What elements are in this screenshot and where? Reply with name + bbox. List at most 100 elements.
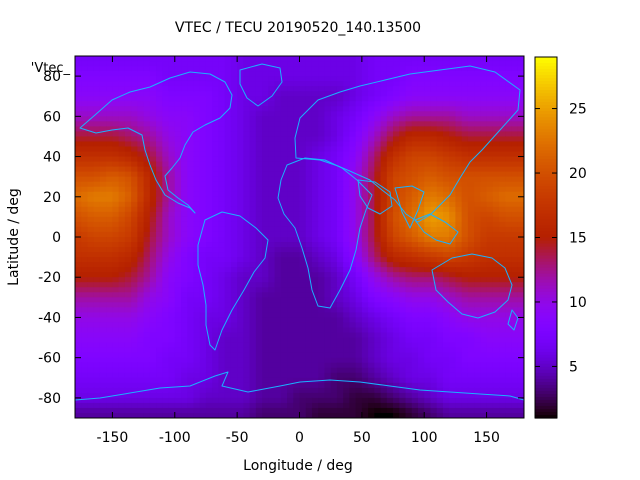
heatmap-cell [386, 166, 394, 173]
heatmap-cell [143, 171, 151, 178]
heatmap-cell [455, 357, 463, 364]
heatmap-cell [137, 277, 145, 283]
heatmap-cell [305, 347, 313, 354]
heatmap-cell [449, 252, 457, 258]
heatmap-cell [374, 201, 382, 208]
heatmap-cell [343, 106, 350, 112]
heatmap-cell [486, 377, 494, 384]
heatmap-cell [268, 221, 276, 228]
heatmap-cell [355, 146, 363, 153]
heatmap-cell [436, 121, 444, 127]
heatmap-cell [268, 397, 276, 404]
heatmap-cell [449, 247, 457, 253]
heatmap-cell [311, 86, 319, 92]
heatmap-cell [461, 206, 469, 213]
heatmap-cell [311, 267, 319, 273]
heatmap-cell [224, 71, 232, 77]
heatmap-cell [187, 146, 195, 153]
heatmap-cell [230, 66, 238, 72]
heatmap-cell [486, 392, 494, 399]
heatmap-cell [249, 181, 257, 188]
heatmap-cell [442, 292, 450, 298]
heatmap-cell [349, 111, 357, 117]
heatmap-cell [411, 237, 419, 243]
heatmap-cell [417, 247, 425, 253]
heatmap-cell [411, 242, 419, 248]
heatmap-cell [517, 342, 524, 349]
heatmap-cell [336, 106, 344, 112]
heatmap-cell [430, 161, 438, 168]
heatmap-cell [480, 136, 488, 143]
heatmap-cell [193, 76, 201, 82]
heatmap-cell [156, 96, 163, 102]
heatmap-cell [499, 86, 506, 92]
heatmap-cell [118, 252, 126, 258]
heatmap-cell [199, 186, 207, 193]
heatmap-cell [162, 382, 170, 389]
heatmap-cell [149, 91, 157, 97]
heatmap-cell [255, 151, 263, 158]
heatmap-cell [255, 226, 263, 233]
heatmap-cell [417, 387, 425, 394]
heatmap-cell [368, 302, 375, 308]
heatmap-cell [224, 277, 232, 283]
heatmap-cell [212, 347, 220, 354]
heatmap-cell [162, 312, 170, 319]
heatmap-cell [118, 81, 126, 87]
heatmap-cell [455, 257, 463, 263]
heatmap-cell [311, 397, 319, 404]
heatmap-cell [149, 231, 157, 238]
heatmap-cell [499, 176, 506, 183]
heatmap-cell [299, 176, 307, 183]
heatmap-cell [430, 171, 438, 178]
heatmap-cell [143, 196, 151, 203]
heatmap-cell [287, 126, 294, 133]
heatmap-cell [224, 121, 232, 127]
heatmap-cell [311, 317, 319, 324]
heatmap-cell [361, 367, 369, 374]
heatmap-cell [106, 106, 114, 112]
heatmap-cell [299, 237, 307, 243]
heatmap-cell [492, 71, 500, 77]
heatmap-cell [430, 216, 438, 223]
heatmap-cell [75, 382, 82, 389]
heatmap-cell [411, 151, 419, 158]
heatmap-cell [268, 332, 276, 339]
heatmap-cell [449, 267, 457, 273]
heatmap-cell [449, 111, 457, 117]
heatmap-cell [393, 141, 400, 148]
heatmap-cell [205, 257, 213, 263]
heatmap-cell [268, 357, 276, 364]
heatmap-cell [106, 66, 114, 72]
heatmap-cell [361, 56, 369, 62]
heatmap-cell [311, 362, 319, 369]
heatmap-cell [517, 201, 524, 208]
heatmap-cell [343, 136, 350, 143]
heatmap-cell [336, 257, 344, 263]
heatmap-cell [237, 252, 244, 258]
heatmap-cell [293, 307, 301, 314]
heatmap-cell [131, 402, 138, 409]
heatmap-cell [255, 352, 263, 359]
heatmap-cell [399, 201, 407, 208]
heatmap-cell [255, 242, 263, 248]
heatmap-cell [374, 347, 382, 354]
heatmap-cell [499, 116, 506, 122]
heatmap-cell [106, 302, 114, 308]
heatmap-cell [193, 237, 201, 243]
heatmap-cell [75, 362, 82, 369]
heatmap-cell [455, 272, 463, 278]
heatmap-cell [106, 292, 114, 298]
heatmap-cell [505, 126, 513, 133]
heatmap-cell [112, 347, 120, 354]
heatmap-cell [492, 397, 500, 404]
heatmap-cell [137, 332, 145, 339]
heatmap-cell [156, 181, 163, 188]
heatmap-cell [311, 347, 319, 354]
heatmap-cell [124, 257, 132, 263]
heatmap-cell [305, 146, 313, 153]
heatmap-cell [187, 312, 195, 319]
heatmap-cell [224, 347, 232, 354]
heatmap-cell [280, 131, 288, 138]
heatmap-cell [249, 161, 257, 168]
